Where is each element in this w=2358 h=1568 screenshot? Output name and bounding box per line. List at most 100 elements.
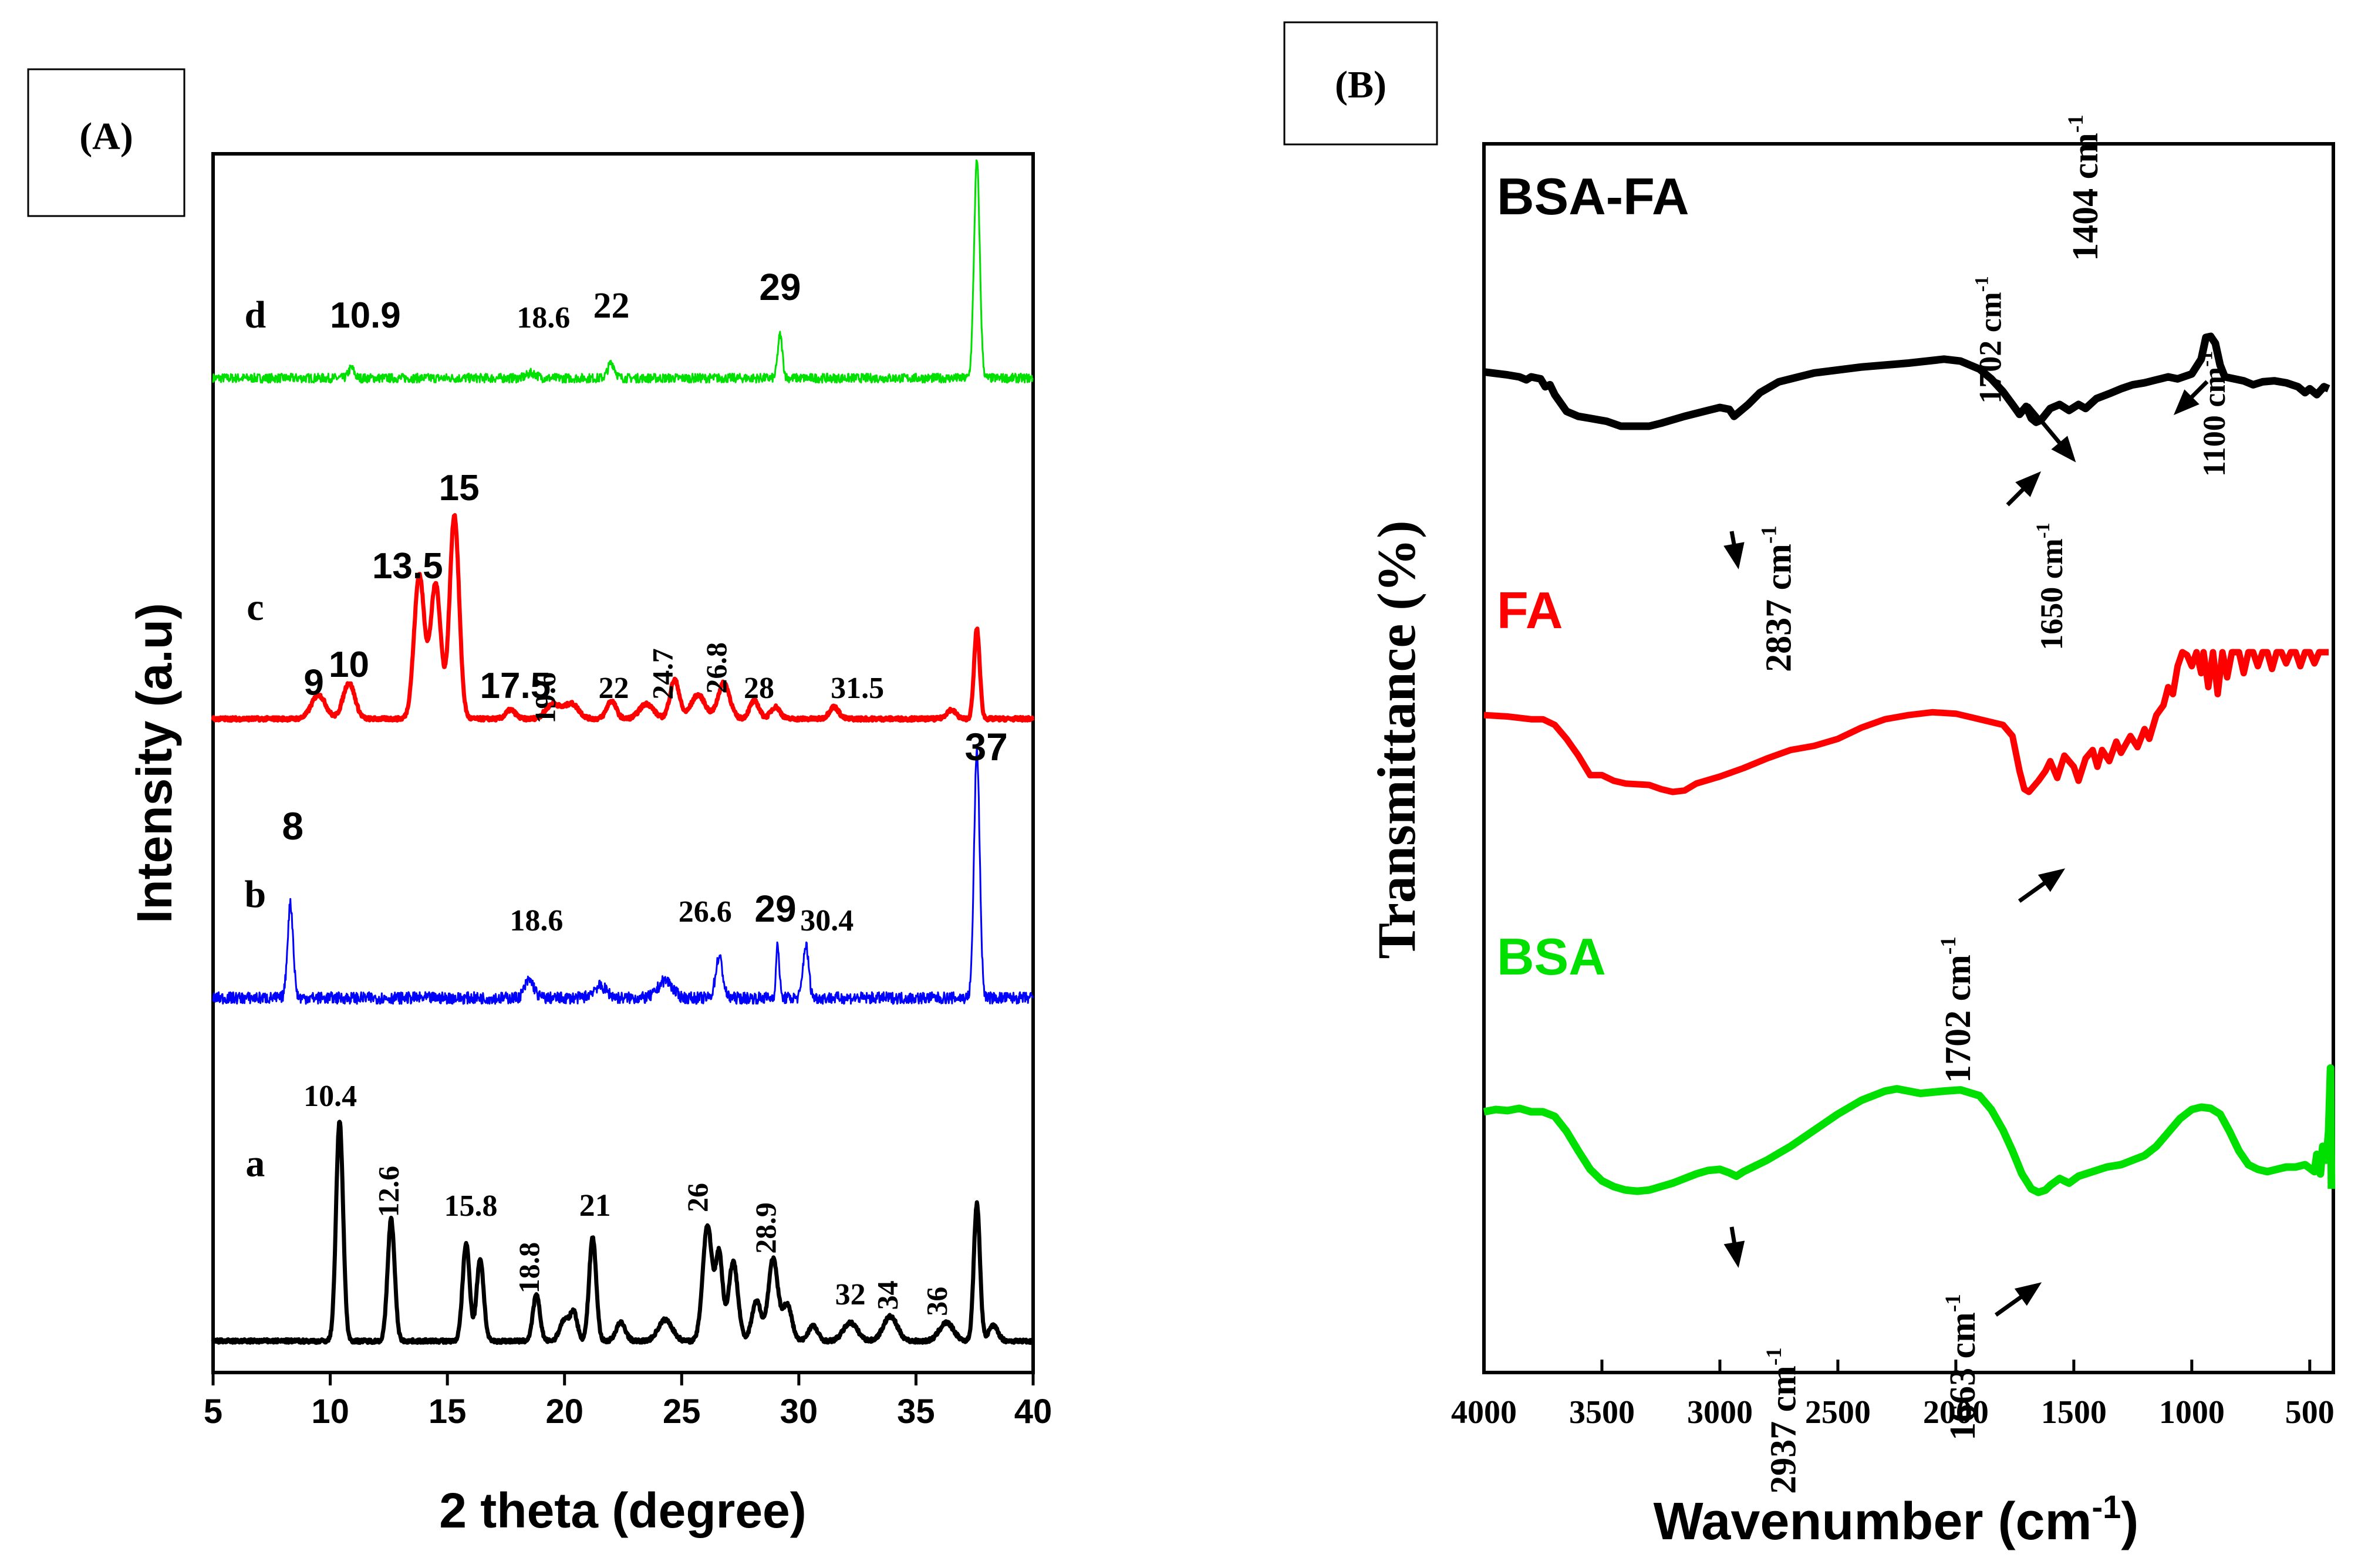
series-a-annotation-34: 34	[871, 1280, 903, 1310]
series-b-annotation-29: 29	[754, 888, 796, 930]
series-a-annotation-36: 36	[920, 1287, 953, 1316]
panel-a-x-axis-label: 2 theta (degree)	[439, 1483, 807, 1538]
annotation-2937-cm: 2937 cm-1	[1762, 1347, 1804, 1494]
series-d-line	[212, 159, 1034, 384]
annotation-text: 1650 cm	[2034, 538, 2069, 650]
series-c-annotation-31-5: 31.5	[831, 672, 884, 705]
x-tick-label-20: 20	[545, 1392, 583, 1431]
x-tick-label-2000: 2000	[1923, 1394, 1989, 1431]
arrow-head-5	[2037, 868, 2066, 892]
panel-b-label: (B)	[1335, 63, 1387, 106]
panel-a-plot-frame	[211, 152, 1035, 1374]
series-d-annotation-d: d	[244, 294, 266, 336]
arrow-head-4	[2173, 389, 2200, 416]
x-tick-label-35: 35	[897, 1392, 935, 1431]
arrow-head-1	[1723, 542, 1745, 569]
series-b-line	[212, 746, 1034, 1005]
annotation-superscript: -1	[1972, 276, 1993, 292]
arrow-head-3	[2051, 436, 2076, 463]
x-tick-label-5: 5	[204, 1392, 222, 1431]
series-a-line	[211, 1119, 1035, 1345]
annotation-text: 1702 cm	[1938, 955, 1978, 1083]
panel-b-label-box	[1283, 21, 1438, 146]
series-a-annotation-12-6: 12.6	[372, 1166, 404, 1218]
panel-b-plot-frame	[1482, 142, 2335, 1374]
series-b-annotation-8: 8	[282, 804, 303, 848]
annotation-superscript: -1	[1757, 525, 1782, 544]
series-c-annotation-17-5: 17.5	[480, 666, 551, 706]
annotation-1404-cm: 1404 cm-1	[2064, 114, 2106, 261]
x-tick-label-3500: 3500	[1569, 1394, 1635, 1431]
annotation-superscript: -1	[1937, 936, 1961, 955]
series-c-annotation-10: 10	[329, 645, 369, 685]
x-tick-label-15: 15	[429, 1392, 467, 1431]
annotation-1702-cm: 1702 cm-1	[1937, 936, 1978, 1083]
series-fa-label: FA	[1497, 581, 1563, 639]
x-tick-label-3000: 3000	[1687, 1394, 1753, 1431]
x-tick-label-4000: 4000	[1451, 1394, 1517, 1431]
x-tick-label-10: 10	[311, 1392, 349, 1431]
x-tick-label-40: 40	[1014, 1392, 1053, 1431]
series-b-annotation-26-6: 26.6	[679, 895, 732, 929]
series-b-annotation-b: b	[244, 873, 266, 916]
series-a-annotation-15-8: 15.8	[444, 1189, 498, 1223]
series-bsa-fa-label: BSA-FA	[1497, 167, 1689, 225]
annotation-superscript: -1	[1762, 1347, 1786, 1365]
arrow-head-7	[2014, 1282, 2042, 1306]
series-a-annotation-18-8: 18.8	[512, 1242, 545, 1294]
series-c-annotation-13-5: 13.5	[372, 546, 443, 586]
x-tick-label-2500: 2500	[1805, 1394, 1871, 1431]
x-tick-label-25: 25	[663, 1392, 701, 1431]
series-c-annotation-24-7: 24.7	[646, 648, 679, 700]
arrow-head-2	[2015, 471, 2042, 497]
annotation-text: 2837 cm	[1759, 544, 1799, 672]
annotation-1702-cm: 1702 cm-1	[1972, 276, 2008, 403]
series-d-annotation-22: 22	[593, 286, 630, 326]
panel-a-label-box	[27, 68, 185, 217]
series-a-annotation-26: 26	[681, 1183, 714, 1212]
series-a-annotation-28-9: 28.9	[749, 1202, 782, 1254]
panel-b-x-axis-label-end: )	[2121, 1492, 2138, 1551]
annotation-text: 1663 cm	[1943, 1312, 1983, 1441]
panel-b-series-group	[1483, 332, 2336, 1196]
series-a-annotation-21: 21	[579, 1188, 611, 1223]
series-bsa-line	[1483, 1064, 2336, 1196]
series-c-annotation-15: 15	[439, 468, 480, 508]
series-b-annotation-30-4: 30.4	[800, 904, 854, 938]
panel-a-series-group	[211, 159, 1035, 1345]
series-d-annotation-29: 29	[759, 266, 801, 308]
annotation-superscript: -1	[2196, 351, 2217, 367]
annotation-superscript: -1	[2033, 522, 2054, 538]
annotation-1100-cm: 1100 cm-1	[2196, 351, 2232, 477]
series-b-annotation-37: 37	[964, 725, 1007, 768]
panel-a-label: (A)	[79, 115, 133, 158]
panel-b-x-axis-label-main: Wavenumber (cm	[1654, 1492, 2092, 1551]
series-d-annotation-18-6: 18.6	[517, 301, 570, 335]
annotation-text: 1404 cm	[2066, 133, 2106, 261]
series-c-line	[211, 513, 1035, 723]
series-fa-line	[1483, 649, 2329, 795]
panel-b-x-ticks: 4000 3500 3000 2500 2000 1500 1000 500	[1451, 1360, 2335, 1431]
annotation-1663-cm: 1663 cm-1	[1941, 1294, 1983, 1441]
annotation-2837-cm: 2837 cm-1	[1757, 525, 1799, 672]
series-d-annotation-10-9: 10.9	[330, 295, 401, 336]
annotation-text: 1100 cm	[2197, 367, 2232, 477]
x-tick-label-30: 30	[780, 1392, 818, 1431]
series-c-annotation-9: 9	[303, 663, 323, 703]
annotation-text: 1702 cm	[1972, 292, 2008, 403]
x-tick-label-500: 500	[2285, 1394, 2335, 1431]
series-bsa-fa-line	[1483, 332, 2330, 430]
panel-b-x-axis-label: Wavenumber (cm-1)	[1654, 1488, 2139, 1551]
series-b-annotation-18-6: 18.6	[510, 904, 563, 938]
series-c-annotation-19-6: 19.6	[529, 672, 562, 724]
x-tick-label-1000: 1000	[2159, 1394, 2225, 1431]
panel-b-x-axis-label-sup: -1	[2092, 1488, 2121, 1525]
annotation-superscript: -1	[2064, 114, 2088, 133]
x-tick-label-1500: 1500	[2041, 1394, 2107, 1431]
series-a-annotation-a: a	[245, 1142, 265, 1185]
series-c-annotation-28: 28	[744, 672, 774, 705]
annotation-superscript: -1	[1941, 1294, 1965, 1312]
series-a-annotation-10-4: 10.4	[303, 1080, 357, 1113]
